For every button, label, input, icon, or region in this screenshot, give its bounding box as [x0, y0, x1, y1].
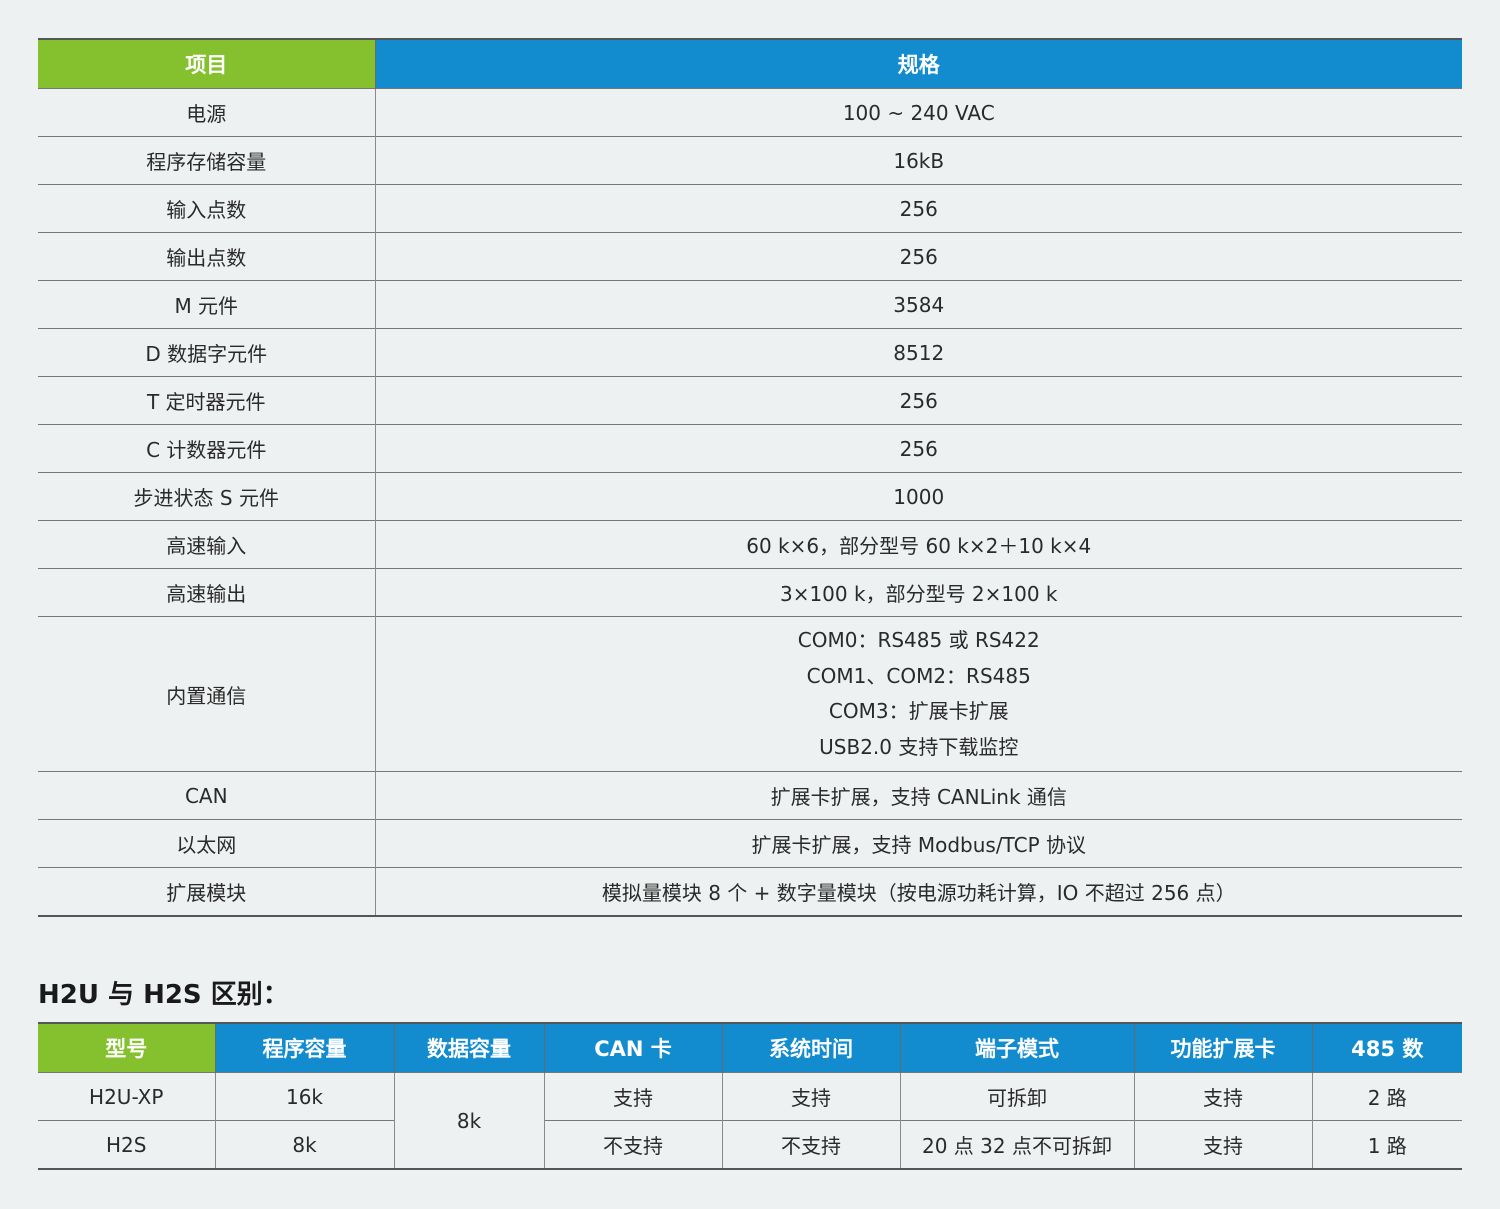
cell-time: 不支持 [721, 1120, 900, 1169]
header-2: 数据容量 [393, 1023, 544, 1073]
row-spec: 扩展卡扩展，支持 Modbus/TCP 协议 [374, 819, 1462, 868]
row-item: 电源 [38, 88, 375, 137]
row-spec: 扩展卡扩展，支持 CANLink 通信 [374, 771, 1462, 820]
table-row: 步进状态 S 元件 1000 [38, 472, 1462, 521]
row-spec: 8512 [374, 328, 1462, 377]
header-item: 项目 [38, 39, 375, 89]
cell-time: 支持 [721, 1072, 900, 1121]
row-spec: 256 [374, 184, 1462, 233]
cell-model: H2S [38, 1120, 215, 1169]
row-item: 步进状态 S 元件 [38, 472, 375, 521]
cell-terminal: 可拆卸 [899, 1072, 1134, 1121]
header-7: 485 数 [1311, 1023, 1462, 1073]
row-spec: 模拟量模块 8 个 + 数字量模块（按电源功耗计算，IO 不超过 256 点） [374, 867, 1462, 916]
row-item: 高速输出 [38, 568, 375, 617]
row-spec: 3×100 k，部分型号 2×100 k [374, 568, 1462, 617]
cell-ext: 支持 [1133, 1120, 1312, 1169]
row-spec: 3584 [374, 280, 1462, 329]
header-3: CAN 卡 [543, 1023, 722, 1073]
table-row: 输入点数 256 [38, 184, 1462, 233]
row-spec: COM0：RS485 或 RS422 COM1、COM2：RS485 COM3：… [374, 616, 1462, 772]
row-item: 输出点数 [38, 232, 375, 281]
row-item: 扩展模块 [38, 867, 375, 916]
table-row: 高速输出 3×100 k，部分型号 2×100 k [38, 568, 1462, 617]
row-item: CAN [38, 771, 375, 820]
compare-table: 型号 程序容量 数据容量 CAN 卡系统时间 端子模式 功能扩展卡 485 数 H2U-XP… [38, 1022, 1462, 1170]
comm-line: COM0：RS485 或 RS422 [797, 628, 1040, 652]
cell-485: 1 路 [1311, 1120, 1462, 1169]
row-item: T 定时器元件 [38, 376, 375, 425]
row-spec: 1000 [374, 472, 1462, 521]
row-item: C 计数器元件 [38, 424, 375, 473]
compare-header: 型号 程序容量 数据容量 CAN 卡系统时间 端子模式 功能扩展卡 485 数 [38, 1023, 1462, 1073]
header-0: 型号 [38, 1023, 215, 1073]
compare-title: H2U 与 H2S 区别： [38, 980, 289, 1010]
table-row: C 计数器元件 256 [38, 424, 1462, 473]
row-spec: 16kB [374, 136, 1462, 185]
header-4: 系统时间 [721, 1023, 900, 1073]
cell-model: H2U-XP [38, 1072, 215, 1121]
cell-program: 16k [214, 1072, 394, 1121]
table-row: D 数据字元件 8512 [38, 328, 1462, 377]
row-spec: 256 [374, 376, 1462, 425]
table-row: 程序存储容量 16kB [38, 136, 1462, 185]
header-5: 端子模式 [899, 1023, 1134, 1073]
header-1: 程序容量 [214, 1023, 394, 1073]
table-row: H2U-XP 16k 8k 支持 支持 可拆卸 支持 2 路 [38, 1072, 1462, 1169]
spec-table: 项目 规格 电源 100 ~ 240 VAC 程序存储容量 16kB 输入点数 256 输出… [38, 38, 1462, 917]
cell-can: 支持 [543, 1072, 722, 1121]
spec-table-header: 项目 规格 [38, 39, 1462, 89]
cell-can: 不支持 [543, 1120, 722, 1169]
row-item: 内置通信 [38, 616, 375, 772]
cell-terminal: 20 点 32 点不可拆卸 [899, 1120, 1134, 1169]
table-row: 高速输入 60 k×6，部分型号 60 k×2＋10 k×4 [38, 520, 1462, 569]
table-row: 扩展模块 模拟量模块 8 个 + 数字量模块（按电源功耗计算，IO 不超过 256… [38, 867, 1462, 916]
row-spec: 256 [374, 232, 1462, 281]
table-row: 输出点数 256 [38, 232, 1462, 281]
comm-line: USB2.0 支持下载监控 [819, 734, 1019, 759]
table-row: T 定时器元件 256 [38, 376, 1462, 425]
comm-line: COM1、COM2：RS485 [806, 663, 1031, 688]
cell-ext: 支持 [1133, 1072, 1312, 1121]
table-row: 以太网 扩展卡扩展，支持 Modbus/TCP 协议 [38, 819, 1462, 868]
row-spec: 256 [374, 424, 1462, 473]
row-item: 以太网 [38, 819, 375, 868]
row-spec: 60 k×6，部分型号 60 k×2＋10 k×4 [374, 520, 1462, 569]
row-item: M 元件 [38, 280, 375, 329]
table-row: M 元件 3584 [38, 280, 1462, 329]
table-row: H2S 8k 不支持 不支持 20 点 32 点不可拆卸 支持 1 路 [38, 1120, 1462, 1169]
table-row: 电源 100 ~ 240 VAC [38, 88, 1462, 137]
header-spec: 规格 [374, 39, 1462, 89]
row-spec: 100 ~ 240 VAC [374, 88, 1462, 137]
table-row: CAN 扩展卡扩展，支持 CANLink 通信 [38, 771, 1462, 820]
cell-data-capacity: 8k [393, 1072, 544, 1169]
row-item: D 数据字元件 [38, 328, 375, 377]
row-item: 输入点数 [38, 184, 375, 233]
header-6: 功能扩展卡 [1133, 1023, 1312, 1073]
row-item: 程序存储容量 [38, 136, 375, 185]
row-item: 高速输入 [38, 520, 375, 569]
cell-program: 8k [214, 1120, 394, 1169]
table-row: 内置通信 COM0：RS485 或 RS422 COM1、COM2：RS485 … [38, 616, 1462, 772]
cell-485: 2 路 [1311, 1072, 1462, 1121]
comm-line: COM3：扩展卡扩展 [828, 699, 1009, 723]
